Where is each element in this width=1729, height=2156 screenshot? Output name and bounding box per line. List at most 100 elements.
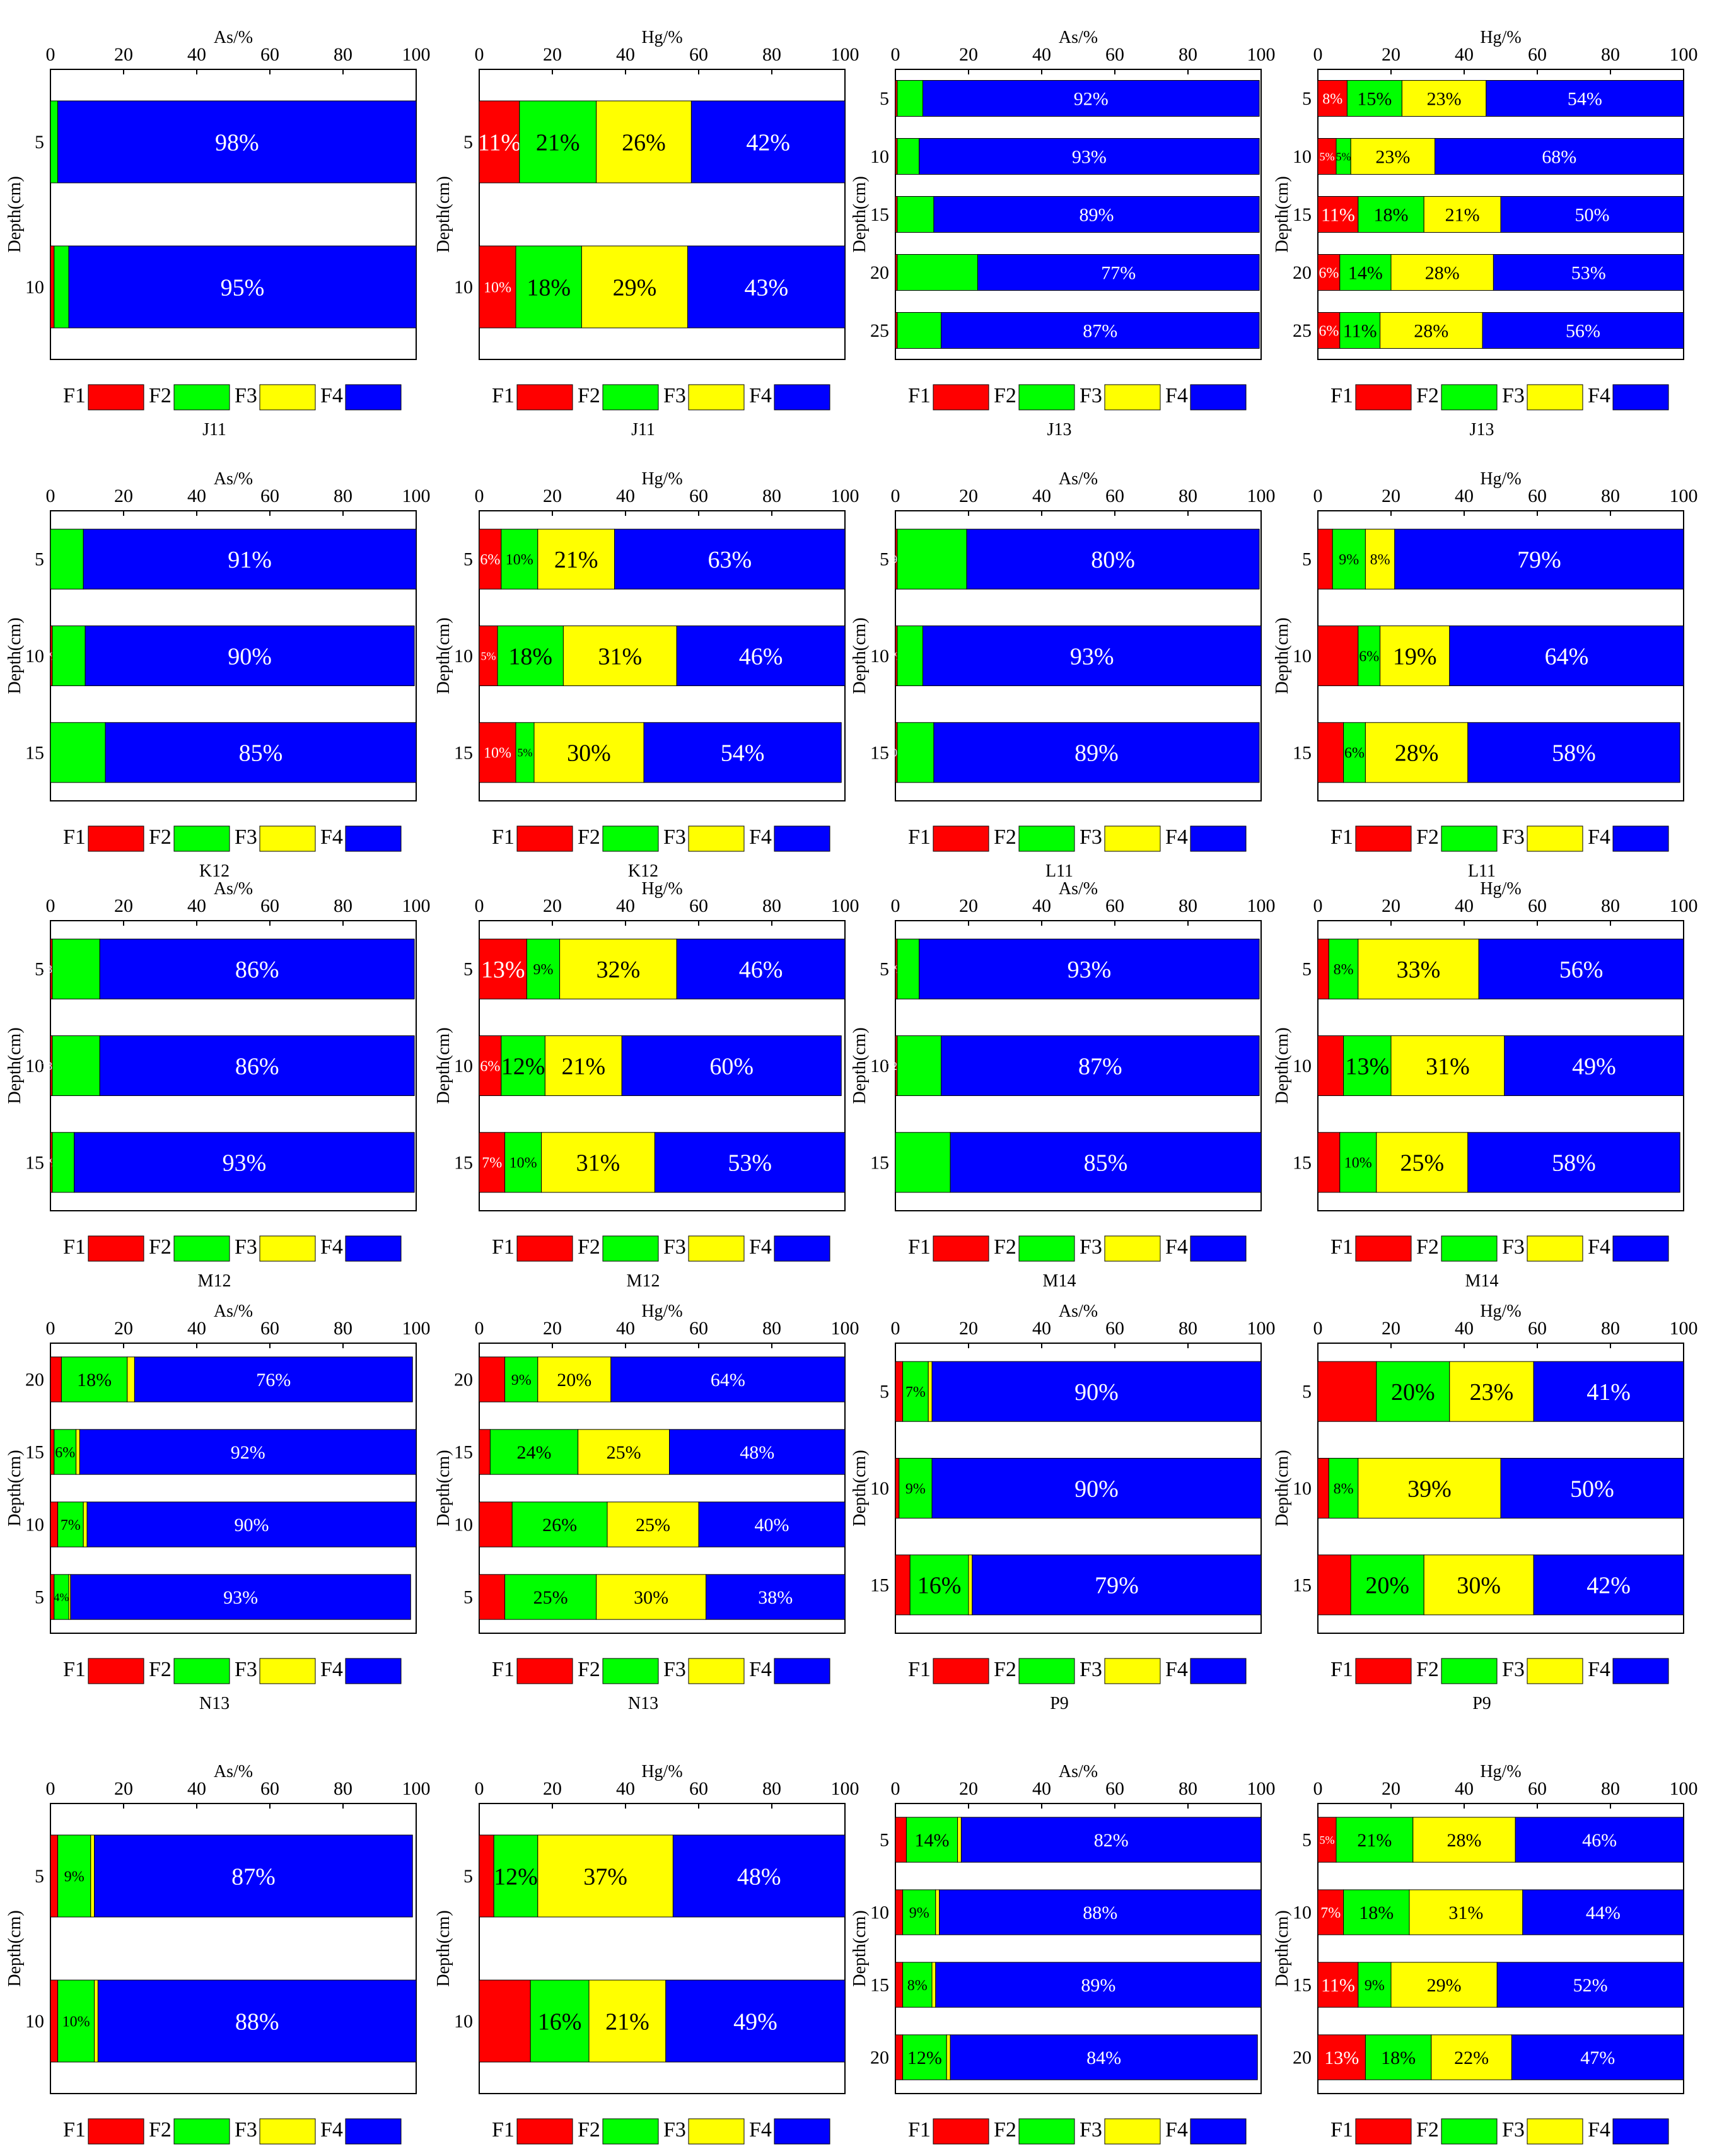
data-label: 26%: [542, 1515, 577, 1535]
data-label: 6%: [55, 1445, 75, 1461]
bar-segment-f2: [897, 195, 934, 233]
y-tick-label: 5: [463, 959, 473, 980]
bar-segment-f3: [968, 1554, 973, 1616]
legend-swatch-f2: [602, 825, 659, 852]
y-tick-label: 5: [880, 1382, 889, 1402]
legend-swatch-f4: [1190, 2118, 1247, 2145]
x-tick-label: 80: [1601, 1778, 1620, 1799]
legend-swatch-f1: [1355, 1235, 1412, 1262]
x-tick-label: 20: [1382, 1778, 1400, 1799]
legend-swatch-f3: [259, 2118, 316, 2145]
legend-swatch-f2: [1018, 825, 1075, 852]
legend-label: F1: [1330, 384, 1353, 407]
legend-label: F2: [1416, 384, 1439, 407]
data-label: 88%: [1083, 1903, 1117, 1923]
x-tick-label: 0: [891, 44, 900, 65]
bar-segment-f4: [57, 100, 417, 184]
data-label: 93%: [1072, 147, 1107, 168]
x-tick-label: 100: [402, 1318, 431, 1339]
bar-segment-f3: [1449, 1361, 1534, 1422]
y-tick-label: 5: [880, 959, 889, 980]
data-label: 30%: [567, 740, 611, 767]
data-label: 60%: [709, 1053, 754, 1080]
x-tick-label: 40: [1032, 44, 1051, 65]
x-axis-label: Hg/%: [1480, 879, 1521, 899]
legend-label: F4: [1588, 1658, 1610, 1681]
bar-segment-f4: [614, 528, 846, 590]
data-label: 58%: [1552, 740, 1596, 767]
legend-swatch-f1: [516, 1658, 573, 1684]
x-tick-label: 80: [1601, 895, 1620, 916]
data-label: 46%: [1582, 1830, 1617, 1851]
x-tick-label: 20: [959, 44, 978, 65]
x-axis-label: Hg/%: [641, 1762, 682, 1781]
y-axis-label: Depth(cm): [434, 1910, 453, 1986]
data-label: 31%: [598, 643, 642, 670]
data-label: 32%: [597, 957, 641, 983]
x-tick-label: 100: [1670, 1318, 1698, 1339]
y-tick-label: 10: [1293, 1056, 1312, 1076]
x-tick-label: 100: [831, 486, 859, 506]
x-axis-label: As/%: [1059, 469, 1098, 489]
legend-label: F3: [235, 825, 257, 849]
data-label: 48%: [740, 1442, 774, 1463]
data-label: 46%: [739, 643, 783, 670]
y-tick-label: 20: [870, 2048, 889, 2068]
data-label: 14%: [1348, 263, 1383, 284]
bar-segment-f4: [923, 79, 1260, 117]
x-tick-label: 60: [689, 44, 708, 65]
x-tick-label: 40: [1455, 44, 1474, 65]
x-tick-label: 40: [1455, 895, 1474, 916]
data-label: 21%: [1445, 205, 1480, 226]
site-caption: K12: [199, 861, 230, 881]
x-axis-label: Hg/%: [1480, 28, 1521, 47]
data-label: 77%: [1101, 263, 1136, 284]
legend-label: F3: [1080, 1235, 1102, 1259]
plot-frame: [479, 1343, 846, 1634]
data-label: 53%: [1571, 263, 1606, 284]
x-axis-label: Hg/%: [641, 1302, 682, 1321]
legend-label: F1: [908, 1235, 931, 1259]
data-label: 23%: [1427, 89, 1462, 110]
bar-segment-f4: [1522, 1889, 1684, 1935]
y-axis-label: Depth(cm): [5, 1910, 25, 1986]
legend-label: F1: [492, 2118, 515, 2141]
x-tick-label: 100: [1247, 1778, 1276, 1799]
x-tick-label: 40: [1455, 1318, 1474, 1339]
x-tick-label: 20: [543, 1778, 562, 1799]
bar-segment-f1: [50, 1356, 62, 1402]
x-axis-label: As/%: [214, 1302, 253, 1321]
data-label: 93%: [223, 1587, 258, 1608]
data-label: 42%: [746, 129, 790, 156]
legend-label: F3: [663, 1235, 686, 1259]
bar-segment-f4: [1500, 195, 1684, 233]
bar-segment-f3: [533, 722, 644, 783]
y-tick-label: 20: [870, 262, 889, 283]
data-label: 49%: [1572, 1053, 1616, 1080]
x-tick-label: 40: [1032, 895, 1051, 916]
bar-segment-f2: [1350, 1554, 1424, 1616]
bar-segment-f1: [50, 1834, 59, 1918]
x-tick-label: 40: [187, 895, 206, 916]
plot-frame: [479, 69, 846, 360]
bar-segment-f2: [902, 1889, 936, 1935]
bar-segment-f3: [94, 1979, 98, 2063]
data-label: 64%: [1545, 643, 1589, 670]
legend-swatch-f4: [1612, 384, 1669, 411]
bar-segment-f1: [1317, 1035, 1344, 1097]
x-tick-label: 100: [1670, 44, 1698, 65]
panel-n13-as: 0 20 40 60 80 100 As/% Depth(cm) 20 18% 76% 15 6% 92%…: [5, 1302, 431, 1713]
legend-swatch-f2: [173, 1658, 230, 1684]
data-label: 20%: [1365, 1573, 1409, 1599]
y-tick-label: 15: [1293, 1152, 1312, 1173]
legend-swatch-f1: [516, 1235, 573, 1262]
bar-segment-f3: [1390, 1035, 1505, 1097]
bar-segment-f3: [935, 1889, 940, 1935]
legend-label: F2: [994, 825, 1016, 849]
x-tick-label: 100: [402, 44, 431, 65]
site-caption: K12: [628, 861, 658, 881]
data-label: 23%: [1375, 147, 1410, 168]
x-tick-label: 100: [1670, 486, 1698, 506]
legend-swatch-f2: [1441, 825, 1498, 852]
